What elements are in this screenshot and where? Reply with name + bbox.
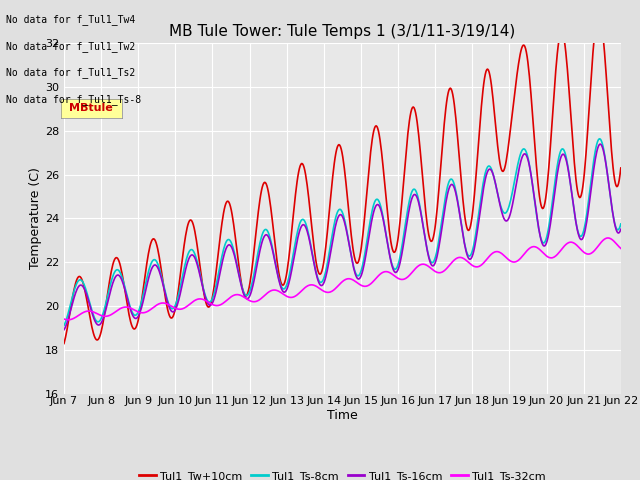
Tul1_Ts-8cm bbox=[127, 308, 135, 313]
Tul1_Tw+10cm bbox=[70, 287, 78, 292]
Tul1_Ts-32cm bbox=[214, 302, 222, 308]
Text: No data for f_Tul1_Ts-8: No data for f_Tul1_Ts-8 bbox=[6, 94, 141, 105]
Tul1_Ts-32cm bbox=[128, 306, 136, 312]
Tul1_Ts-32cm bbox=[411, 266, 419, 272]
Title: MB Tule Tower: Tule Temps 1 (3/1/11-3/19/14): MB Tule Tower: Tule Temps 1 (3/1/11-3/19… bbox=[169, 24, 516, 39]
Tul1_Tw+10cm bbox=[410, 105, 418, 110]
Tul1_Tw+10cm bbox=[60, 341, 68, 347]
Text: No data for f_Tul1_Tw2: No data for f_Tul1_Tw2 bbox=[6, 41, 136, 52]
Tul1_Ts-8cm bbox=[214, 276, 221, 282]
Tul1_Ts-16cm bbox=[60, 327, 68, 333]
Text: No data for f_Tul1_Tw4: No data for f_Tul1_Tw4 bbox=[6, 14, 136, 25]
Line: Tul1_Ts-8cm: Tul1_Ts-8cm bbox=[64, 139, 621, 325]
Line: Tul1_Ts-32cm: Tul1_Ts-32cm bbox=[64, 238, 621, 320]
Tul1_Ts-16cm bbox=[596, 141, 604, 147]
Tul1_Ts-16cm bbox=[184, 258, 192, 264]
Tul1_Ts-8cm bbox=[60, 323, 68, 328]
Tul1_Ts-16cm bbox=[426, 260, 434, 265]
Tul1_Ts-8cm bbox=[410, 186, 418, 192]
Line: Tul1_Ts-16cm: Tul1_Ts-16cm bbox=[64, 144, 621, 330]
Tul1_Ts-8cm bbox=[596, 136, 604, 142]
Line: Tul1_Tw+10cm: Tul1_Tw+10cm bbox=[64, 13, 621, 344]
Tul1_Ts-8cm bbox=[617, 221, 625, 227]
Tul1_Ts-32cm bbox=[71, 315, 79, 321]
Tul1_Ts-32cm bbox=[428, 265, 435, 271]
Tul1_Ts-16cm bbox=[127, 310, 135, 315]
Tul1_Tw+10cm bbox=[595, 10, 602, 16]
Tul1_Ts-32cm bbox=[185, 302, 193, 308]
Tul1_Tw+10cm bbox=[184, 222, 192, 228]
Tul1_Ts-32cm bbox=[60, 316, 68, 322]
Tul1_Tw+10cm bbox=[617, 165, 625, 171]
Tul1_Ts-16cm bbox=[70, 295, 78, 300]
Tul1_Ts-16cm bbox=[410, 192, 418, 198]
Tul1_Ts-32cm bbox=[64, 317, 72, 323]
Tul1_Ts-8cm bbox=[184, 252, 192, 257]
Tul1_Tw+10cm bbox=[426, 238, 434, 243]
Text: MBtule: MBtule bbox=[69, 104, 113, 113]
Tul1_Tw+10cm bbox=[214, 259, 221, 264]
Tul1_Ts-16cm bbox=[617, 227, 625, 232]
Tul1_Ts-16cm bbox=[214, 283, 221, 289]
Text: No data for f_Tul1_Ts2: No data for f_Tul1_Ts2 bbox=[6, 67, 136, 78]
Legend: Tul1_Tw+10cm, Tul1_Ts-8cm, Tul1_Ts-16cm, Tul1_Ts-32cm: Tul1_Tw+10cm, Tul1_Ts-8cm, Tul1_Ts-16cm,… bbox=[134, 467, 550, 480]
Tul1_Ts-32cm bbox=[604, 235, 611, 241]
Tul1_Ts-8cm bbox=[426, 258, 434, 264]
Tul1_Tw+10cm bbox=[127, 322, 135, 327]
Tul1_Ts-8cm bbox=[70, 288, 78, 294]
Tul1_Ts-32cm bbox=[617, 245, 625, 251]
X-axis label: Time: Time bbox=[327, 409, 358, 422]
Y-axis label: Temperature (C): Temperature (C) bbox=[29, 168, 42, 269]
